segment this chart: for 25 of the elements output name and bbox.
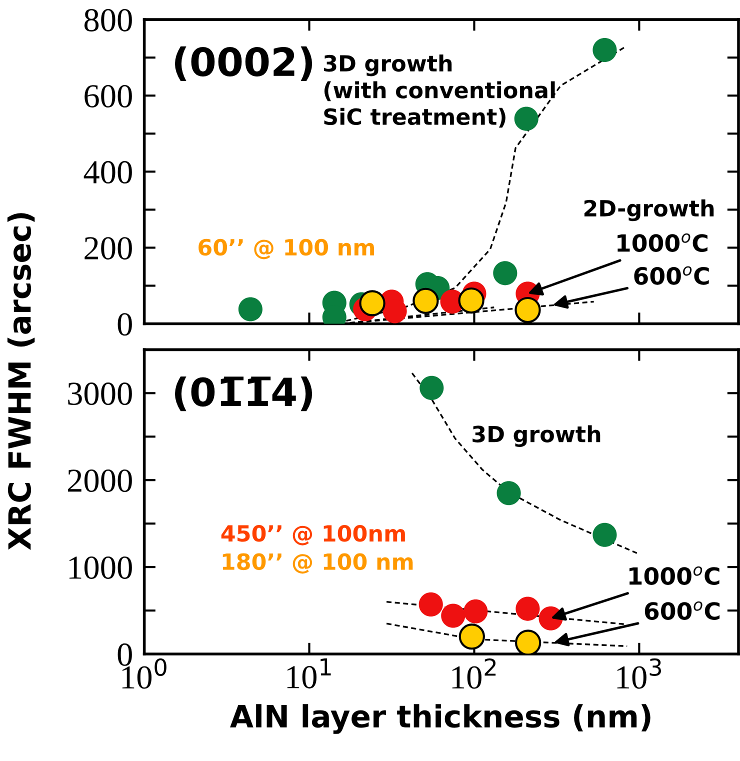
y-tick-label: 400	[84, 161, 132, 184]
y-tick-label: 0	[118, 313, 132, 336]
y-tick-label: 1000	[69, 556, 132, 579]
annotation: 180’’ @ 100 nm	[222, 553, 413, 574]
y-tick-label: 800	[84, 8, 132, 32]
annotation: 600$^{o}$C	[644, 601, 720, 620]
x-tick-label: 10$^{2}$	[452, 658, 496, 689]
annotation: 600$^{o}$C	[634, 266, 709, 285]
y-tick-label: 2000	[68, 470, 132, 492]
x-tick-label: 10$^{3}$	[617, 658, 661, 689]
annotation: 3D growth	[472, 425, 600, 447]
text: (0002)	[174, 46, 312, 82]
annotation: 1000$^{o}$C	[618, 233, 708, 252]
annotation: 3D growth (with conventional SiC treatment)	[324, 54, 555, 128]
x-axis-title: AlN layer thickness (nm)	[230, 704, 650, 734]
annotation: 60’’ @ 100 nm	[198, 238, 374, 260]
x-tick-label: 10$^{1}$	[287, 658, 331, 688]
y-tick-label: 600	[84, 85, 132, 108]
y-tick-label: 200	[84, 237, 132, 260]
annotation: 2D-growth	[584, 199, 714, 222]
y-axis-title: XRC FWHM (arcsec)	[7, 213, 35, 550]
text: (01̅1̅4)	[174, 376, 312, 412]
annotation: 450’’ @ 100nm	[221, 524, 405, 546]
annotation: 1000$^{o}$C	[629, 566, 720, 585]
y-tick-label: 3000	[68, 382, 132, 406]
